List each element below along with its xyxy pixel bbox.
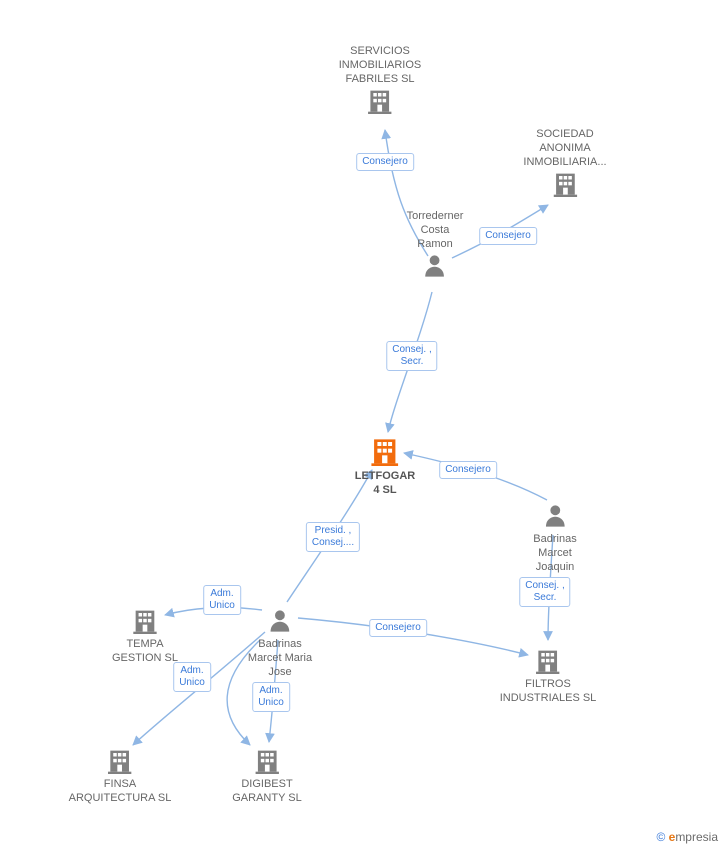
person-node-joaquin[interactable]: Badrinas Marcet Joaquin: [533, 501, 576, 574]
node-label: DIGIBEST GARANTY SL: [232, 778, 302, 806]
edge-label-e4: Consejero: [439, 461, 497, 479]
person-node-torrederner[interactable]: Torrederner Costa Ramon: [407, 210, 464, 283]
node-label: SERVICIOS INMOBILIARIOS FABRILES SL: [339, 45, 422, 86]
edge-label-e9: Adm.Unico: [173, 662, 211, 692]
edge-label-e7: Consejero: [369, 619, 427, 637]
footer-copyright: © empresia: [656, 830, 718, 844]
company-node-tempa[interactable]: TEMPA GESTION SL: [112, 606, 178, 666]
building-icon: [253, 746, 281, 774]
person-icon: [541, 501, 569, 529]
copyright-symbol: ©: [656, 830, 665, 844]
company-node-finsa[interactable]: FINSA ARQUITECTURA SL: [69, 746, 172, 806]
node-label: Torrederner Costa Ramon: [407, 210, 464, 251]
node-label: SOCIEDAD ANONIMA INMOBILIARIA...: [523, 128, 606, 169]
person-node-jose[interactable]: Badrinas Marcet Maria Jose: [248, 606, 312, 679]
edge-label-e1: Consejero: [356, 153, 414, 171]
company-node-sociedad[interactable]: SOCIEDAD ANONIMA INMOBILIARIA...: [523, 128, 606, 201]
edge-label-e8: Adm.Unico: [203, 585, 241, 615]
brand-rest: mpresia: [675, 830, 718, 844]
graph-canvas: [0, 0, 728, 850]
edge-label-e6: Presid. ,Consej....: [306, 522, 360, 552]
building-icon: [366, 86, 394, 114]
node-label: FINSA ARQUITECTURA SL: [69, 778, 172, 806]
building-icon: [131, 606, 159, 634]
building-icon: [106, 746, 134, 774]
building-icon: [369, 434, 401, 466]
person-icon: [266, 606, 294, 634]
edge-label-e2: Consejero: [479, 227, 537, 245]
node-label: Badrinas Marcet Maria Jose: [248, 638, 312, 679]
building-icon: [551, 169, 579, 197]
person-icon: [421, 251, 449, 279]
company-node-filtros[interactable]: FILTROS INDUSTRIALES SL: [500, 646, 597, 706]
building-icon: [534, 646, 562, 674]
node-label: LETFOGAR 4 SL: [355, 470, 416, 498]
edge-label-e3: Consej. ,Secr.: [386, 341, 437, 371]
company-node-servicios[interactable]: SERVICIOS INMOBILIARIOS FABRILES SL: [339, 45, 422, 118]
edge-label-e5: Consej. ,Secr.: [519, 577, 570, 607]
node-label: FILTROS INDUSTRIALES SL: [500, 678, 597, 706]
company-node-letfogar[interactable]: LETFOGAR 4 SL: [355, 434, 416, 498]
node-label: TEMPA GESTION SL: [112, 638, 178, 666]
edge-label-e10: Adm.Unico: [252, 682, 290, 712]
company-node-digibest[interactable]: DIGIBEST GARANTY SL: [232, 746, 302, 806]
node-label: Badrinas Marcet Joaquin: [533, 533, 576, 574]
